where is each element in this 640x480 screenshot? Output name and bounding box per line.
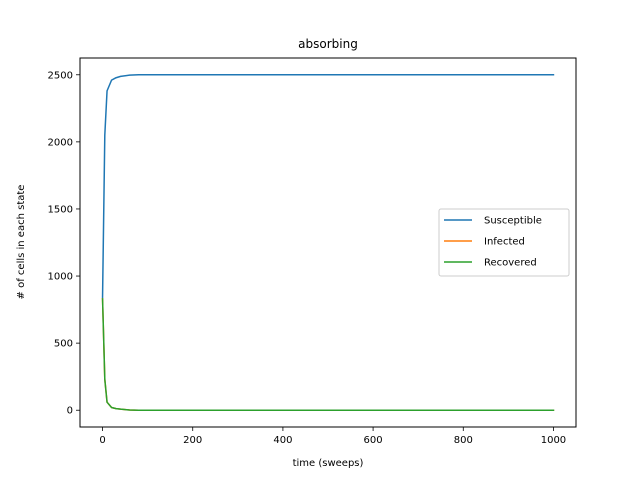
x-axis: 0 200 400 600 800 1000 xyxy=(99,427,566,446)
legend-label-infected: Infected xyxy=(484,237,525,248)
y-tick-label: 0 xyxy=(67,406,73,417)
plot-area xyxy=(79,57,577,428)
chart-title: absorbing xyxy=(298,37,358,51)
axes-frame xyxy=(79,57,577,428)
x-tick-label: 0 xyxy=(99,435,105,446)
legend-label-susceptible: Susceptible xyxy=(484,216,542,227)
y-axis: 0 500 1000 1500 2000 2500 xyxy=(48,70,80,417)
series-line-susceptible xyxy=(101,74,555,299)
y-axis-label: # of cells in each state xyxy=(16,185,27,300)
y-tick-label: 2500 xyxy=(48,70,73,81)
x-tick-label: 400 xyxy=(273,435,292,446)
x-axis-label: time (sweeps) xyxy=(293,458,364,469)
y-tick-label: 500 xyxy=(54,339,73,350)
y-tick-label: 1500 xyxy=(48,204,73,215)
y-tick-label: 1000 xyxy=(48,272,73,283)
legend-box xyxy=(438,208,570,277)
series-line-recovered xyxy=(101,298,555,411)
x-tick-label: 200 xyxy=(183,435,202,446)
legend-label-recovered: Recovered xyxy=(484,258,537,269)
legend: Susceptible Infected Recovered xyxy=(438,208,570,277)
series-layer xyxy=(101,74,555,411)
x-tick-label: 600 xyxy=(364,435,383,446)
x-tick-label: 1000 xyxy=(541,435,566,446)
x-tick-label: 800 xyxy=(454,435,473,446)
y-tick-label: 2000 xyxy=(48,137,73,148)
